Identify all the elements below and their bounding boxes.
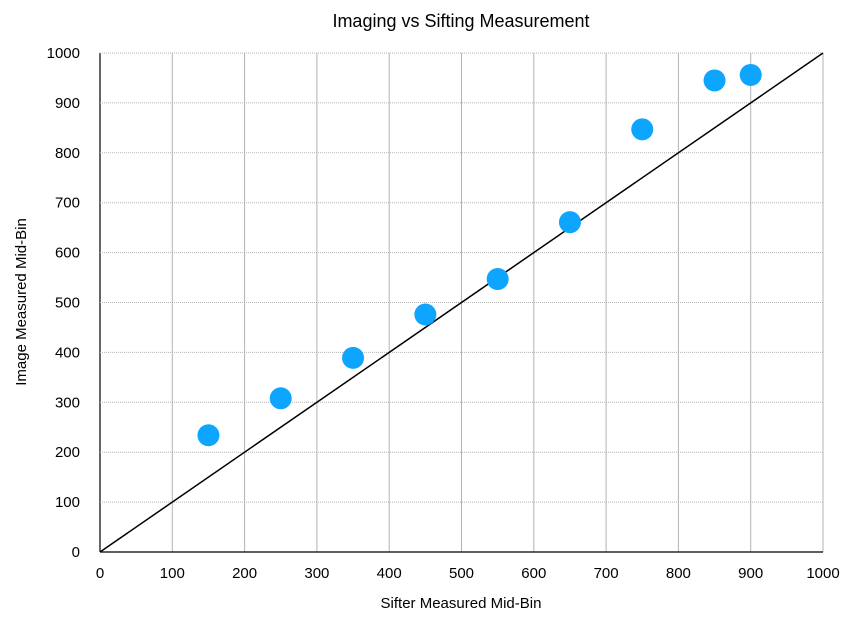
data-point <box>558 211 581 234</box>
y-tick-label: 100 <box>55 494 80 511</box>
y-tick-label: 700 <box>55 195 80 212</box>
y-tick-label: 400 <box>55 344 80 361</box>
reference-line <box>99 52 824 553</box>
x-tick-label: 400 <box>377 565 402 582</box>
y-tick-label: 800 <box>55 145 80 162</box>
data-points <box>197 63 762 447</box>
data-point <box>486 268 509 291</box>
y-tick-label: 600 <box>55 245 80 262</box>
x-tick-label: 500 <box>449 565 474 582</box>
y-tick-label: 900 <box>55 95 80 112</box>
x-tick-label: 1000 <box>806 565 839 582</box>
y-tick-label: 1000 <box>47 45 80 62</box>
y-tick-label: 0 <box>72 544 80 561</box>
y-tick-label: 500 <box>55 295 80 312</box>
grid <box>99 52 824 553</box>
x-axis-label: Sifter Measured Mid-Bin <box>381 595 542 612</box>
y-axis-label: Image Measured Mid-Bin <box>13 218 30 386</box>
x-tick-label: 200 <box>232 565 257 582</box>
reference-line-layer <box>99 52 824 553</box>
y-tick-label: 300 <box>55 394 80 411</box>
y-tick-labels: 0 100 200 300 400 500 600 700 800 900 1000 <box>47 45 80 561</box>
data-point <box>269 387 292 410</box>
x-tick-labels: 0 100 200 300 400 500 600 700 800 900 1000 <box>96 565 840 582</box>
x-tick-label: 700 <box>594 565 619 582</box>
data-point <box>197 424 220 447</box>
data-point <box>414 303 437 326</box>
x-tick-label: 300 <box>304 565 329 582</box>
y-tick-label: 200 <box>55 444 80 461</box>
data-point <box>342 346 365 369</box>
data-point <box>703 69 726 92</box>
x-tick-label: 800 <box>666 565 691 582</box>
data-point <box>631 118 654 141</box>
chart-title: Imaging vs Sifting Measurement <box>332 11 589 31</box>
x-tick-label: 600 <box>521 565 546 582</box>
x-tick-label: 100 <box>160 565 185 582</box>
x-tick-label: 0 <box>96 565 104 582</box>
x-tick-label: 900 <box>738 565 763 582</box>
data-point <box>739 63 762 86</box>
